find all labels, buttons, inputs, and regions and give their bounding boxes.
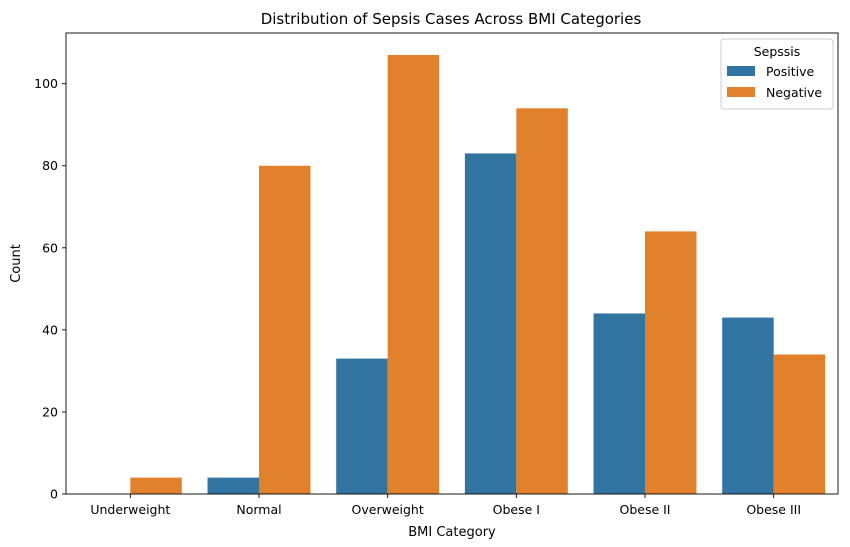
legend-label-positive: Positive	[766, 64, 814, 79]
chart-title: Distribution of Sepsis Cases Across BMI …	[261, 10, 642, 28]
bar-negative-obese-ii	[645, 231, 697, 494]
bar-negative-normal	[259, 165, 311, 495]
x-tick-label: Obese II	[619, 502, 670, 517]
bar-positive-obese-ii	[593, 313, 645, 494]
bar-positive-obese-i	[464, 153, 517, 494]
x-tick-label: Underweight	[90, 502, 170, 517]
y-tick-label: 100	[34, 76, 58, 91]
legend: Sepssis Positive Negative	[720, 38, 834, 110]
y-tick-label: 40	[42, 322, 58, 337]
x-tick-label: Overweight	[352, 502, 424, 517]
y-tick-label: 80	[42, 158, 58, 173]
y-tick-label: 0	[50, 487, 58, 502]
legend-title: Sepssis	[754, 44, 801, 59]
legend-items: Positive Negative	[727, 64, 822, 100]
x-axis-ticks: Underweight Normal Overweight Obese I Obese …	[90, 494, 801, 517]
legend-swatch-positive	[727, 66, 755, 76]
bar-negative-obese-iii	[773, 354, 826, 494]
y-axis-ticks: 0 20 40 60 80 100	[34, 76, 66, 502]
bars-group	[130, 54, 826, 495]
plot-frame	[65, 32, 839, 495]
x-tick-label: Obese I	[493, 502, 540, 517]
x-axis-label: BMI Category	[408, 525, 496, 540]
legend-swatch-negative	[727, 87, 755, 97]
bar-positive-overweight	[336, 358, 388, 494]
bar-positive-obese-iii	[722, 317, 774, 494]
bar-negative-underweight	[130, 477, 182, 494]
y-tick-label: 60	[42, 240, 58, 255]
bar-negative-overweight	[387, 54, 440, 494]
x-tick-label: Normal	[236, 502, 281, 517]
y-axis-label: Count	[9, 244, 24, 283]
bar-positive-normal	[207, 477, 259, 494]
bar-negative-obese-i	[516, 108, 568, 494]
y-tick-label: 20	[42, 404, 58, 419]
legend-label-negative: Negative	[766, 85, 822, 100]
x-tick-label: Obese III	[746, 502, 801, 517]
